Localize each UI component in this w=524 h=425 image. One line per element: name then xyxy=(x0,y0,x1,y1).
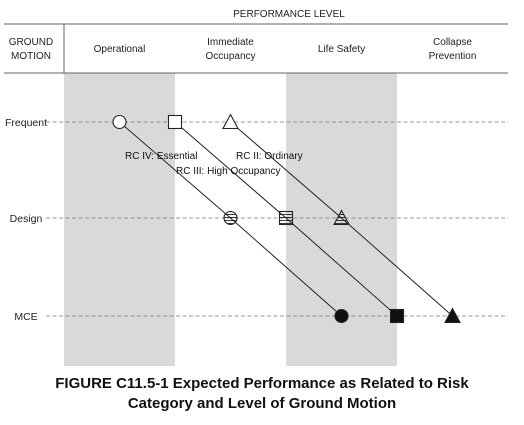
caption-line-1: FIGURE C11.5-1 Expected Performance as R… xyxy=(55,375,469,392)
column-header-label: Immediate xyxy=(207,37,254,48)
svg-text:GROUND: GROUND xyxy=(9,37,53,48)
column-header-label: Occupancy xyxy=(205,51,255,62)
circle-marker xyxy=(112,114,127,130)
column-header-label: Operational xyxy=(94,44,146,55)
row-label-design: Design xyxy=(10,213,43,225)
svg-text:MOTION: MOTION xyxy=(11,51,51,62)
row-labels: Frequent Design MCE xyxy=(5,117,47,323)
square-marker xyxy=(389,308,405,324)
triangle-marker xyxy=(444,307,461,324)
caption-line-2: Category and Level of Ground Motion xyxy=(127,395,397,412)
performance-level-header: PERFORMANCE LEVEL xyxy=(233,9,345,20)
circle-marker xyxy=(223,210,238,226)
series-label-rc-iv: RC IV: Essential xyxy=(125,151,197,162)
series-label-rc-ii: RC II: Ordinary xyxy=(236,151,303,162)
row-label-frequent: Frequent xyxy=(5,117,47,129)
column-headers: Operational Immediate Occupancy Life Safety… xyxy=(94,37,477,62)
column-header-label: Prevention xyxy=(429,51,477,62)
series-labels: RC IV: Essential RC III: High Occupancy … xyxy=(125,151,303,177)
square-marker xyxy=(278,210,294,226)
triangle-marker xyxy=(333,209,350,226)
column-header-label: Life Safety xyxy=(318,44,365,55)
ground-motion-header: GROUND MOTION xyxy=(9,37,53,62)
performance-series xyxy=(112,113,461,324)
column-header-label: Collapse xyxy=(433,37,472,48)
series-label-rc-iii: RC III: High Occupancy xyxy=(176,166,280,177)
square-marker xyxy=(167,114,183,130)
diagram-grid xyxy=(4,23,508,317)
circle-marker xyxy=(334,308,349,324)
triangle-marker xyxy=(222,113,239,130)
row-label-mce: MCE xyxy=(14,311,37,323)
figure-caption: FIGURE C11.5-1 Expected Performance as R… xyxy=(0,374,524,414)
